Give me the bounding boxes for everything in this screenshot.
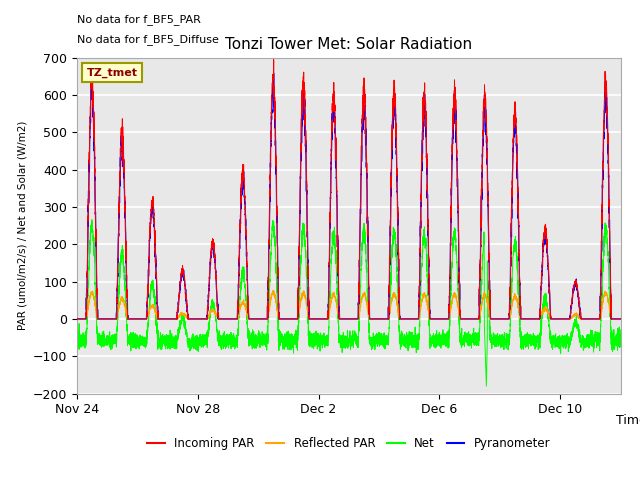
X-axis label: Time: Time <box>616 414 640 427</box>
Incoming PAR <box>73 316 81 322</box>
Line: Reflected PAR: Reflected PAR <box>77 290 640 319</box>
Reflected PAR <box>344 316 352 322</box>
Net <box>255 336 262 342</box>
Net <box>209 302 217 308</box>
Pyranometer <box>589 316 597 322</box>
Net <box>349 334 357 340</box>
Net <box>483 383 490 389</box>
Net <box>88 217 96 223</box>
Pyranometer <box>73 316 81 322</box>
Reflected PAR <box>589 316 597 322</box>
Reflected PAR <box>270 288 278 293</box>
Line: Incoming PAR: Incoming PAR <box>77 60 640 319</box>
Pyranometer <box>344 316 352 322</box>
Pyranometer <box>255 316 262 322</box>
Reflected PAR <box>228 316 236 322</box>
Pyranometer <box>349 316 357 322</box>
Incoming PAR <box>349 316 357 322</box>
Incoming PAR <box>228 316 236 322</box>
Text: No data for f_BF5_Diffuse: No data for f_BF5_Diffuse <box>77 34 219 45</box>
Incoming PAR <box>589 316 597 322</box>
Net <box>73 340 81 346</box>
Net <box>228 335 236 340</box>
Reflected PAR <box>209 308 217 313</box>
Reflected PAR <box>255 316 262 322</box>
Incoming PAR <box>255 316 262 322</box>
Net <box>589 349 597 355</box>
Y-axis label: PAR (umol/m2/s) / Net and Solar (W/m2): PAR (umol/m2/s) / Net and Solar (W/m2) <box>17 121 27 330</box>
Pyranometer <box>270 71 278 76</box>
Title: Tonzi Tower Met: Solar Radiation: Tonzi Tower Met: Solar Radiation <box>225 37 472 52</box>
Net <box>344 338 352 344</box>
Line: Net: Net <box>77 220 640 386</box>
Pyranometer <box>209 241 217 247</box>
Reflected PAR <box>349 316 357 322</box>
Line: Pyranometer: Pyranometer <box>77 73 640 319</box>
Pyranometer <box>228 316 236 322</box>
Legend: Incoming PAR, Reflected PAR, Net, Pyranometer: Incoming PAR, Reflected PAR, Net, Pyrano… <box>142 432 556 455</box>
Incoming PAR <box>270 57 278 62</box>
Reflected PAR <box>73 316 81 322</box>
Incoming PAR <box>344 316 352 322</box>
Incoming PAR <box>209 239 217 244</box>
Text: No data for f_BF5_PAR: No data for f_BF5_PAR <box>77 14 201 25</box>
